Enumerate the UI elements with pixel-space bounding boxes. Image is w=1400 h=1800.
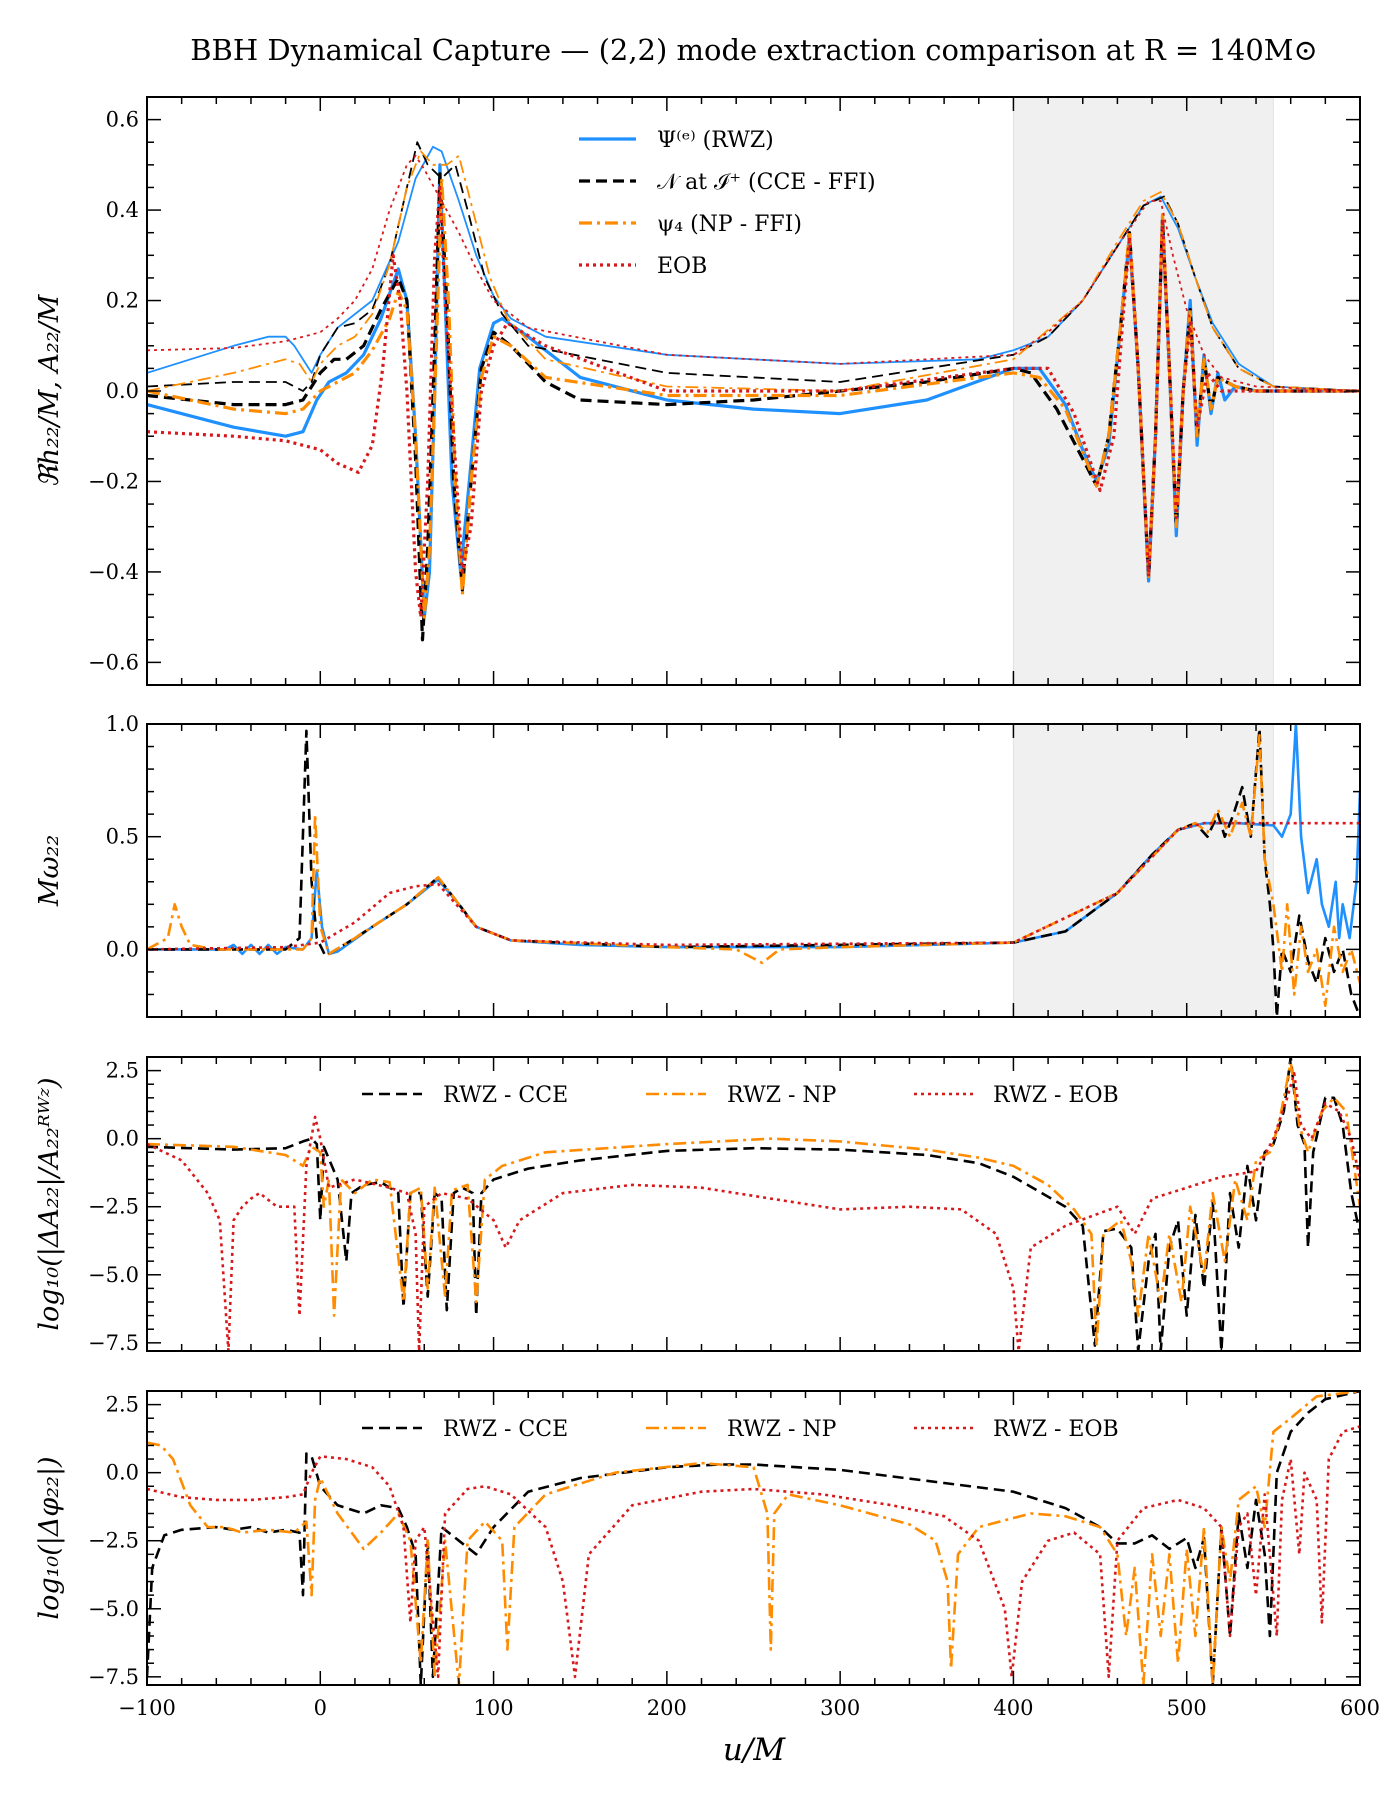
y-axis-label: ℜh₂₂/M, A₂₂/M [34,293,65,487]
y-axis-label: log₁₀(|ΔA₂₂|/A₂₂ᴿᵂᶻ) [34,1077,65,1330]
y-tick-label: −5.0 [88,1597,139,1621]
plot-frame [146,1390,1361,1686]
x-tick-label: 0 [314,1696,327,1720]
x-tick-label: 600 [1340,1696,1380,1720]
y-tick-label: 0.4 [106,198,139,222]
y-tick-label: 0.2 [106,289,139,313]
y-tick-label: 0.0 [106,1461,139,1485]
series-group [147,141,1360,642]
legend-label: RWZ - NP [727,1417,837,1442]
series-line-cce-a [147,141,1360,392]
legend: RWZ - CCE RWZ - NP RWZ - EOB [362,1417,1119,1442]
legend-label: RWZ - EOB [993,1417,1119,1442]
y-tick-label: 0.5 [106,825,139,849]
y-tick-label: −5.0 [88,1263,139,1287]
y-tick-label: 0.0 [106,1127,139,1151]
y-tick-label: −0.6 [88,650,139,674]
legend: RWZ - CCE RWZ - NP RWZ - EOB [362,1083,1119,1108]
y-tick-label: −0.4 [88,560,139,584]
panel-3: −7.5 −5.0 −2.5 0.0 2.5 log₁₀(|ΔA₂₂|/A₂₂ᴿᵂᶻ) RW… [34,1056,1361,1355]
x-axis-label: u/M [723,1732,786,1768]
legend-label: RWZ - CCE [443,1083,568,1108]
legend-label: 𝒩 at ℐ⁺ (CCE - FFI) [657,170,876,195]
series-group [147,1391,1360,1685]
panel-1: −0.6 −0.4 −0.2 0.0 0.2 0.4 0.6 ℜh₂₂/M, A₂₂/M Ψ⁽ᵉ… [34,96,1361,686]
series-line-cce [147,727,1360,1017]
y-tick-label: 2.5 [106,1059,139,1083]
series-line-cce-re [147,172,1360,642]
series-line-cce [147,1057,1360,1351]
series-line-eob-a [147,154,1360,392]
y-axis-label: Mω₂₂ [34,835,65,907]
x-tick-label: 100 [474,1696,514,1720]
series-line-np [147,1391,1360,1685]
legend-label: RWZ - NP [727,1083,837,1108]
legend-label: EOB [657,254,707,279]
panel-4: −7.5 −5.0 −2.5 0.0 2.5 −100 0 100 200 300 400 500 60… [34,1390,1380,1720]
series-line-eob [147,1072,1360,1351]
legend-label: RWZ - EOB [993,1083,1119,1108]
x-tick-label: 200 [647,1696,687,1720]
shaded-region [1012,723,1274,1018]
legend: Ψ⁽ᵉ⁾ (RWZ) 𝒩 at ℐ⁺ (CCE - FFI) ψ₄ (NP - FF… [579,128,876,279]
y-tick-label: 1.0 [106,712,139,736]
y-tick-label: −7.5 [88,1665,139,1689]
y-tick-label: −7.5 [88,1331,139,1355]
y-tick-label: 0.6 [106,108,139,132]
y-tick-label: 0.0 [106,379,139,403]
y-axis-label: log₁₀(|Δφ₂₂|) [34,1456,65,1619]
series-line-eob-re [147,185,1360,619]
panel-2: 0.0 0.5 1.0 Mω₂₂ [34,712,1361,1018]
y-tick-label: −0.2 [88,469,139,493]
series-line-np-a [147,150,1360,392]
plot-frame [146,723,1361,1018]
y-tick-label: −2.5 [88,1195,139,1219]
series-line-rwz-a [147,145,1360,392]
y-tick-label: −2.5 [88,1529,139,1553]
series-group [147,1057,1360,1351]
y-tick-label: 0.0 [106,937,139,961]
series-line-eob [147,1425,1360,1679]
y-tick-label: 2.5 [106,1393,139,1417]
x-tick-label: 300 [820,1696,860,1720]
series-line-cce [147,1391,1360,1685]
chart-title: BBH Dynamical Capture — (2,2) mode extra… [190,33,1318,67]
series-line-np [147,1061,1360,1347]
x-tick-label: 500 [1167,1696,1207,1720]
x-tick-label: −100 [118,1696,176,1720]
legend-label: ψ₄ (NP - FFI) [657,212,802,237]
plot-frame [146,1056,1361,1352]
legend-label: Ψ⁽ᵉ⁾ (RWZ) [657,128,774,153]
series-group [147,724,1360,1017]
x-tick-label: 400 [993,1696,1033,1720]
legend-label: RWZ - CCE [443,1417,568,1442]
